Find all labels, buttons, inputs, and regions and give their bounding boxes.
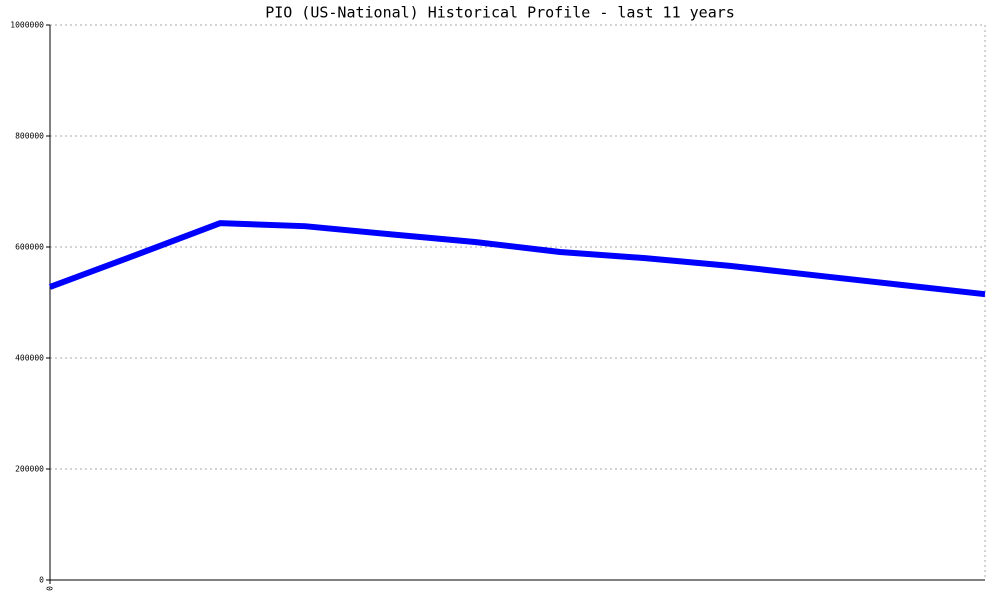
y-tick-label: 800000	[15, 132, 44, 141]
x-tick-label: 0	[46, 586, 55, 591]
y-tick-label: 0	[39, 576, 44, 585]
y-tick-label: 1000000	[10, 21, 44, 30]
y-tick-label: 600000	[15, 243, 44, 252]
line-series	[48, 220, 986, 298]
chart-title: PIO (US-National) Historical Profile - l…	[265, 4, 735, 22]
y-tick-label: 200000	[15, 465, 44, 474]
y-tick-label: 400000	[15, 354, 44, 363]
